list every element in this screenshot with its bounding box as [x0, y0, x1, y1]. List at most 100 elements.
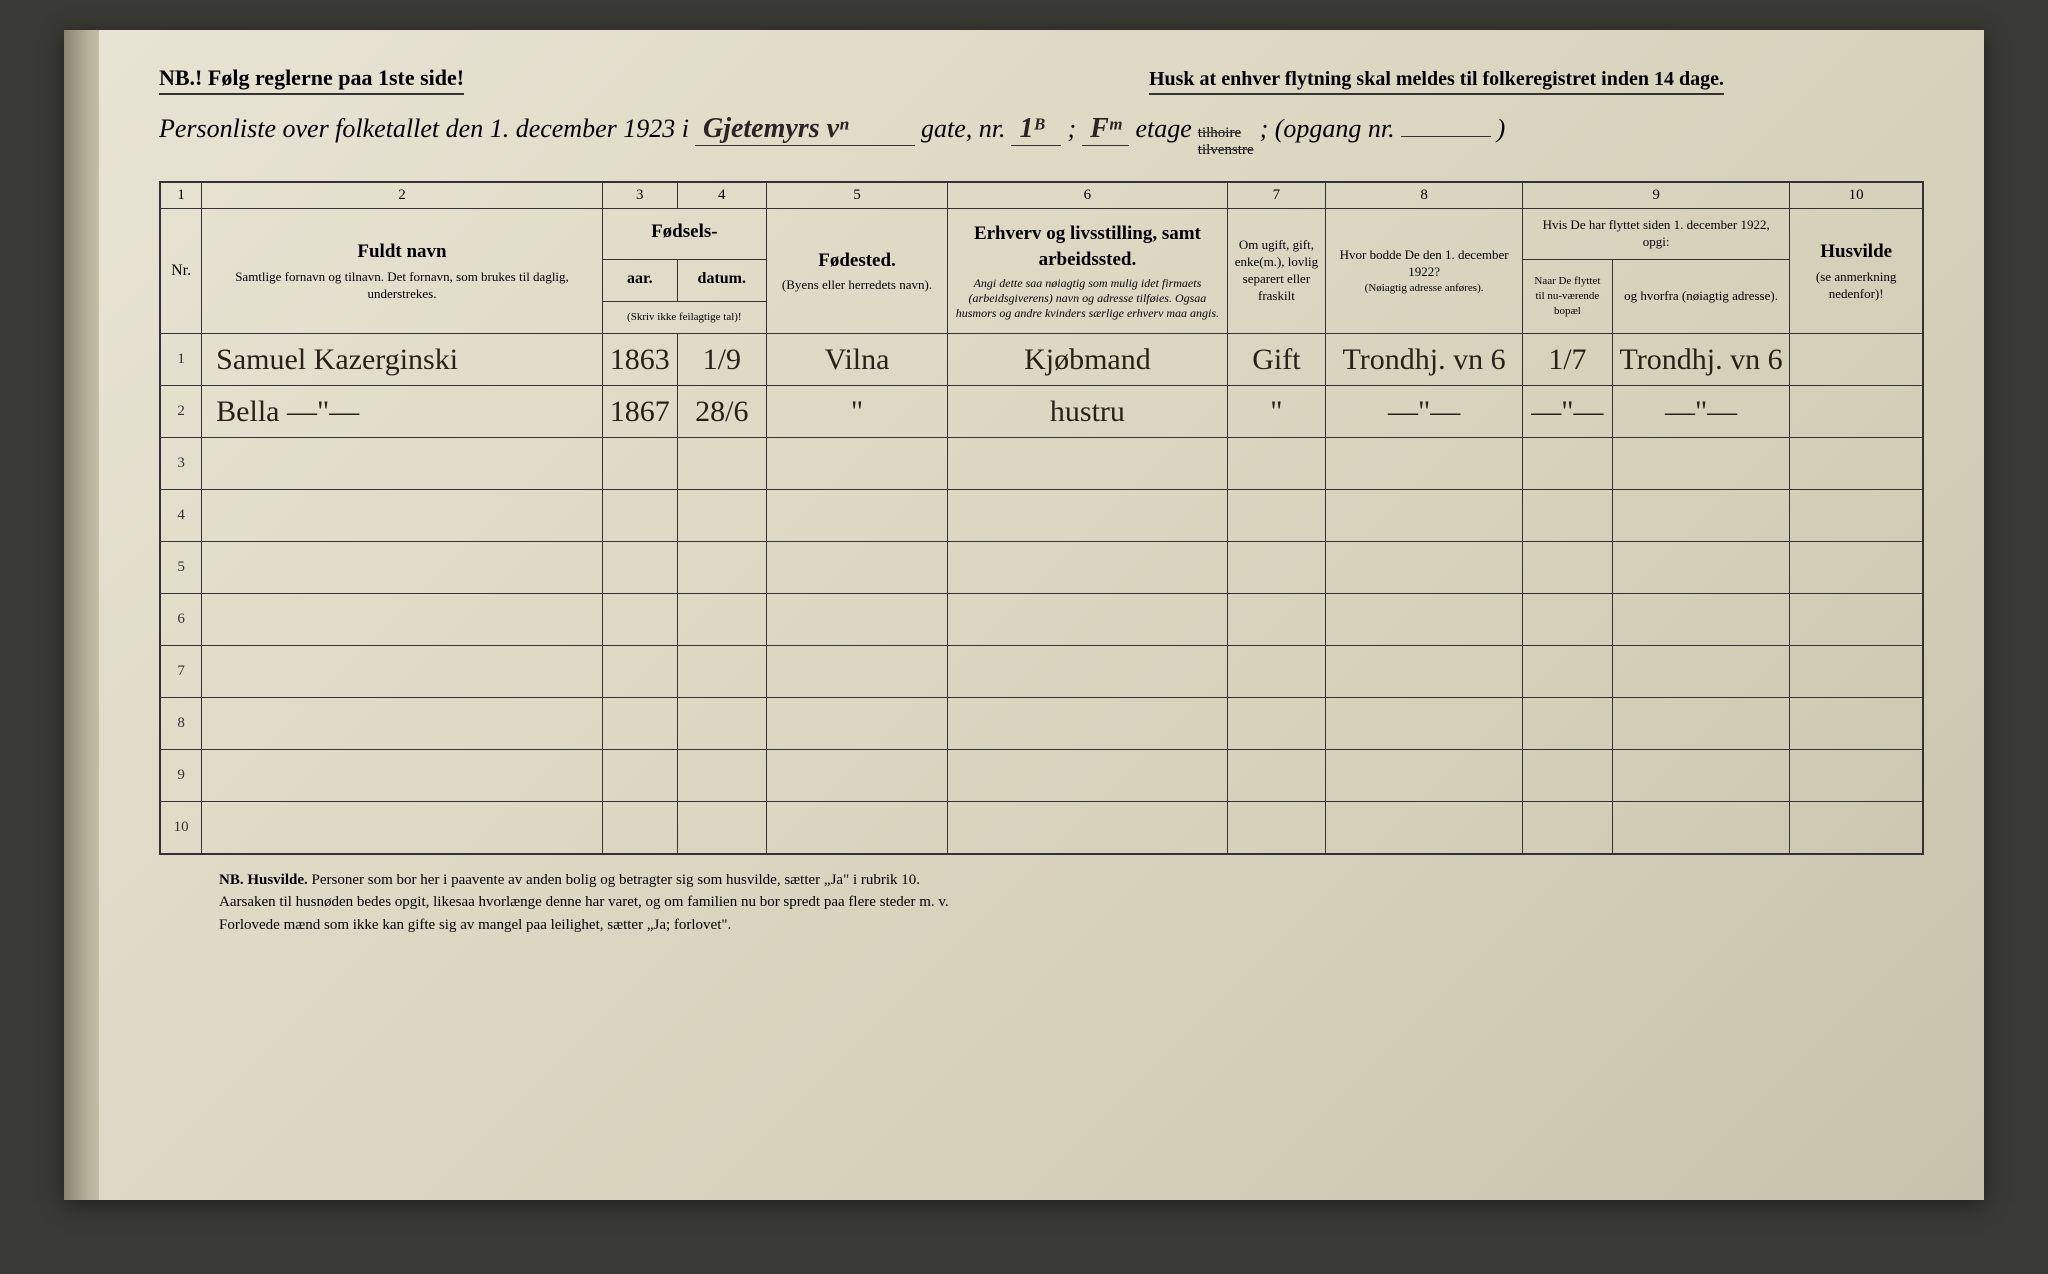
colnum-8: 8 — [1326, 182, 1523, 209]
empty-cell — [202, 802, 603, 854]
header-birth-sub-text: (Skriv ikke feilagtige tal)! — [609, 310, 760, 325]
empty-cell — [1522, 490, 1612, 542]
empty-cell — [766, 490, 947, 542]
year-cell: 1863 — [602, 334, 677, 386]
empty-cell — [677, 698, 766, 750]
row-number: 6 — [160, 594, 202, 646]
empty-cell — [202, 438, 603, 490]
header-addr1922: Hvor bodde De den 1. december 1922? (Nøi… — [1326, 209, 1523, 334]
empty-cell — [1522, 698, 1612, 750]
table-row: 2Bella —"—186728/6"hustru"—"——"——"— — [160, 386, 1923, 438]
empty-cell — [766, 698, 947, 750]
header-occupation: Erhverv og livsstilling, samt arbeidsste… — [948, 209, 1227, 334]
empty-cell — [602, 490, 677, 542]
empty-cell — [1326, 750, 1523, 802]
date-cell: 28/6 — [677, 386, 766, 438]
row-number: 7 — [160, 646, 202, 698]
empty-cell — [1612, 490, 1790, 542]
moved-from-cell: —"— — [1612, 386, 1790, 438]
header-addr1922-main: Hvor bodde De den 1. december 1922? — [1332, 247, 1516, 281]
row-number: 1 — [160, 334, 202, 386]
marital-cell: Gift — [1227, 334, 1326, 386]
empty-cell — [1326, 646, 1523, 698]
header-marital-text: Om ugift, gift, enke(m.), lovlig separer… — [1234, 237, 1320, 305]
empty-cell — [1522, 542, 1612, 594]
empty-cell — [1790, 438, 1923, 490]
etage-hand-field: Fᵐ — [1082, 113, 1129, 146]
header-name-main: Fuldt navn — [208, 239, 596, 265]
table-row-empty: 4 — [160, 490, 1923, 542]
etage-label: etage — [1135, 114, 1191, 144]
empty-cell — [202, 698, 603, 750]
header-occupation-sub: Angi dette saa nøiagtig som mulig idet f… — [954, 276, 1220, 321]
tilhoire-struck: tilhoire — [1198, 125, 1241, 141]
row-number: 8 — [160, 698, 202, 750]
empty-cell — [677, 646, 766, 698]
empty-cell — [1522, 750, 1612, 802]
table-row-empty: 8 — [160, 698, 1923, 750]
empty-cell — [602, 802, 677, 854]
reminder-instruction: Husk at enhver flytning skal meldes til … — [1149, 68, 1724, 95]
empty-cell — [602, 646, 677, 698]
empty-cell — [766, 594, 947, 646]
empty-cell — [677, 802, 766, 854]
empty-cell — [1522, 802, 1612, 854]
row-number: 3 — [160, 438, 202, 490]
header-birthplace-sub: (Byens eller herredets navn). — [773, 277, 941, 294]
semicolon: ; — [1067, 114, 1076, 144]
footer-line1: Personer som bor her i paavente av anden… — [312, 872, 920, 888]
empty-cell — [948, 802, 1227, 854]
birthplace-cell: Vilna — [766, 334, 947, 386]
empty-cell — [677, 542, 766, 594]
empty-cell — [1612, 750, 1790, 802]
empty-cell — [1522, 646, 1612, 698]
empty-cell — [202, 490, 603, 542]
header-nr: Nr. — [160, 209, 202, 334]
footer-nb-label: NB. Husvilde. — [219, 872, 308, 888]
colnum-10: 10 — [1790, 182, 1923, 209]
empty-cell — [766, 802, 947, 854]
table-row-empty: 7 — [160, 646, 1923, 698]
colnum-4: 4 — [677, 182, 766, 209]
colnum-5: 5 — [766, 182, 947, 209]
gate-label: gate, nr. — [921, 114, 1006, 144]
empty-cell — [948, 438, 1227, 490]
empty-cell — [1326, 490, 1523, 542]
header-moved-label: Hvis De har flyttet siden 1. december 19… — [1529, 217, 1783, 251]
empty-cell — [1790, 750, 1923, 802]
street-field: Gjetemyrs vⁿ — [695, 113, 915, 146]
husvilde-cell — [1790, 334, 1923, 386]
name-cell: Bella —"— — [202, 386, 603, 438]
addr1922-cell: —"— — [1326, 386, 1523, 438]
header-row-1: Nr. Fuldt navn Samtlige fornavn og tilna… — [160, 209, 1923, 260]
table-row-empty: 5 — [160, 542, 1923, 594]
empty-cell — [677, 594, 766, 646]
empty-cell — [1790, 594, 1923, 646]
header-date-label: datum. — [684, 268, 760, 290]
empty-cell — [1326, 542, 1523, 594]
header-name-sub: Samtlige fornavn og tilnavn. Det fornavn… — [208, 269, 596, 303]
row-number: 10 — [160, 802, 202, 854]
empty-cell — [1790, 490, 1923, 542]
empty-cell — [948, 646, 1227, 698]
row-number: 5 — [160, 542, 202, 594]
empty-cell — [1326, 438, 1523, 490]
empty-cell — [677, 750, 766, 802]
empty-cell — [1227, 750, 1326, 802]
header-addr1922-sub: (Nøiagtig adresse anføres). — [1332, 281, 1516, 296]
empty-cell — [602, 542, 677, 594]
data-rows-container: 1Samuel Kazerginski18631/9VilnaKjøbmandG… — [160, 334, 1923, 854]
header-moved-top: Hvis De har flyttet siden 1. december 19… — [1522, 209, 1789, 260]
number-field: 1ᴮ — [1011, 113, 1061, 146]
empty-cell — [1612, 594, 1790, 646]
marital-cell: " — [1227, 386, 1326, 438]
empty-cell — [602, 750, 677, 802]
name-cell: Samuel Kazerginski — [202, 334, 603, 386]
table-row-empty: 9 — [160, 750, 1923, 802]
empty-cell — [1326, 594, 1523, 646]
empty-cell — [1612, 646, 1790, 698]
row-number: 4 — [160, 490, 202, 542]
empty-cell — [1227, 438, 1326, 490]
empty-cell — [948, 750, 1227, 802]
header-moved-when-text: Naar De flyttet til nu-værende bopæl — [1529, 274, 1606, 319]
